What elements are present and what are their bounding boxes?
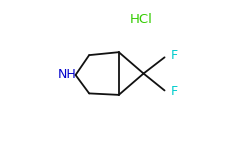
Text: F: F: [170, 49, 177, 62]
Text: HCl: HCl: [130, 13, 152, 26]
Text: F: F: [170, 85, 177, 98]
Text: NH: NH: [58, 68, 76, 81]
